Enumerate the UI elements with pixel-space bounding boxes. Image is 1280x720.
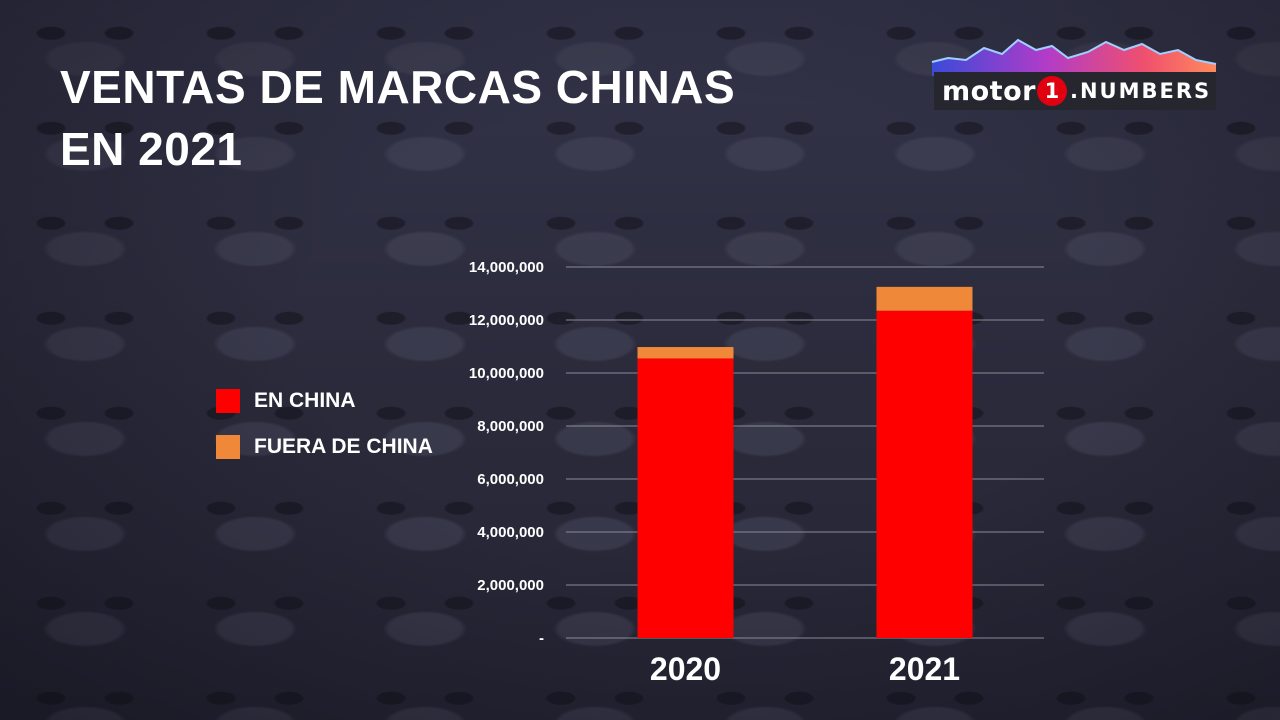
legend-item-en-china: EN CHINA	[216, 388, 433, 414]
logo-word-numbers: .NUMBERS	[1069, 79, 1212, 103]
y-tick-label-2: 4,000,000	[477, 524, 544, 541]
y-tick-label-0: -	[539, 630, 544, 647]
y-tick-label-1: 2,000,000	[477, 577, 544, 594]
logo-wordmark: motor 1 .NUMBERS	[934, 72, 1216, 110]
legend-item-fuera-de-china: FUERA DE CHINA	[216, 434, 433, 460]
legend-label-en-china: EN CHINA	[254, 389, 356, 412]
logo-word-motor: motor	[942, 75, 1036, 107]
y-tick-label-6: 12,000,000	[469, 312, 544, 329]
x-category-label-2021: 2021	[889, 651, 960, 687]
chart-legend: EN CHINA FUERA DE CHINA	[216, 388, 433, 480]
logo-one-badge: 1	[1036, 76, 1067, 106]
y-tick-label-5: 10,000,000	[469, 365, 544, 382]
y-tick-label-7: 14,000,000	[469, 259, 544, 276]
bar-2021-fuera-de-china	[876, 286, 973, 311]
bar-2021-en-china	[876, 310, 973, 638]
bar-2020-en-china	[637, 358, 734, 638]
legend-swatch-en-china	[216, 389, 240, 413]
legend-swatch-fuera-de-china	[216, 435, 240, 459]
motor1-numbers-logo: motor 1 .NUMBERS	[928, 36, 1218, 112]
x-category-label-2020: 2020	[650, 651, 721, 687]
legend-label-fuera-de-china: FUERA DE CHINA	[254, 435, 433, 458]
mountain-skyline-icon	[931, 38, 1217, 76]
bar-2020-fuera-de-china	[637, 347, 734, 359]
y-tick-label-3: 6,000,000	[477, 471, 544, 488]
y-tick-label-4: 8,000,000	[477, 418, 544, 435]
page-title: VENTAS DE MARCAS CHINAS EN 2021	[60, 61, 736, 175]
